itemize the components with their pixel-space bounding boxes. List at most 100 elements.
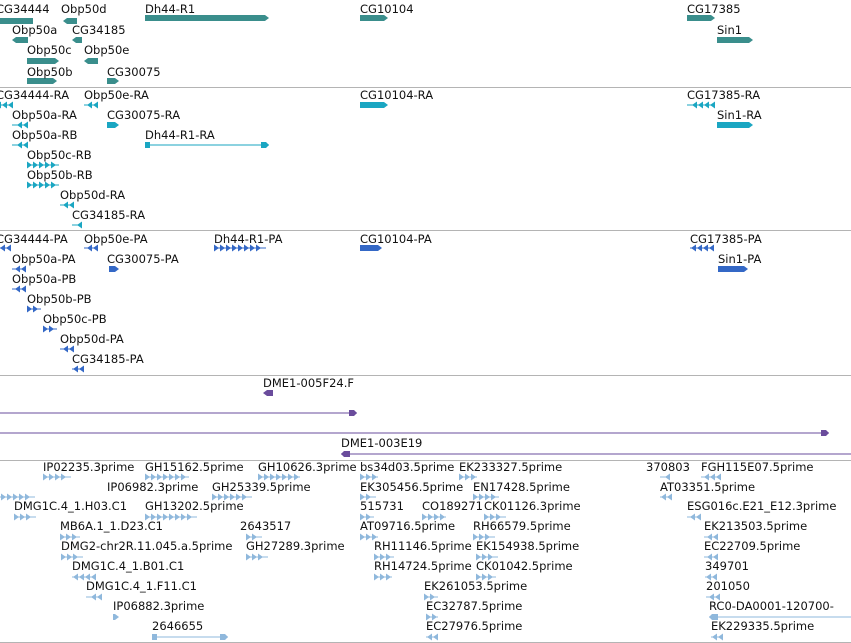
est-gh25339-glyph[interactable] [206,492,258,502]
est-rh11146-label[interactable]: RH11146.5prime [374,539,472,553]
est-ek233327-glyph[interactable] [453,472,483,482]
protein-obp50c-pb-glyph[interactable] [37,324,63,334]
gene-obp50e-glyph[interactable] [78,56,104,66]
protein-cg34185-pa-label[interactable]: CG34185-PA [72,352,144,366]
est-gh27289-glyph[interactable] [240,552,274,562]
est-ek261053-label[interactable]: EK261053.5prime [424,579,528,593]
est-gh13202-glyph[interactable] [139,512,203,522]
est-ip02235-glyph[interactable] [37,472,77,482]
est-ip06982-glyph[interactable] [0,492,41,502]
transcript-cg30075-ra-label[interactable]: CG30075-RA [107,108,181,122]
est-dmg1c4-h03-glyph[interactable] [8,512,42,522]
est-ec27976-glyph[interactable] [420,632,444,642]
est-ec32787-glyph[interactable] [420,612,444,622]
est-dmg2-chr2r-label[interactable]: DMG2-chr2R.11.045.a.5prime [61,539,233,553]
est-gh15162-glyph[interactable] [139,472,195,482]
transcript-obp50d-ra-label[interactable]: Obp50d-RA [60,188,126,202]
gene-cg34444-label[interactable]: CG34444 [0,2,50,16]
transcript-obp50b-rb-label[interactable]: Obp50b-RB [27,168,93,182]
gene-obp50c-glyph[interactable] [21,56,65,66]
transcript-obp50e-ra-glyph[interactable] [78,100,104,110]
est-ek305456-label[interactable]: EK305456.5prime [360,480,464,494]
est-2646655-glyph[interactable] [146,632,234,642]
est-gh27289-label[interactable]: GH27289.3prime [246,539,345,553]
protein-sin1-pa-label[interactable]: Sin1-PA [718,252,762,266]
gene-cg17385-label[interactable]: CG17385 [687,2,741,16]
transcript-dh44-r1-ra-label[interactable]: Dh44-R1-RA [145,128,215,142]
protein-dh44-r1-pa-glyph[interactable] [208,243,272,253]
est-rc0-da0001-label[interactable]: RC0-DA0001-120700- [709,599,834,613]
est-ek229335-label[interactable]: EK229335.5prime [711,619,815,633]
clone-unlabeled-1-glyph[interactable] [0,408,363,418]
transcript-obp50a-rb-glyph[interactable] [6,140,34,150]
est-at03351-label[interactable]: AT03351.5prime [660,480,756,494]
gene-cg10104-label[interactable]: CG10104 [360,2,414,16]
transcripts-tier[interactable]: CG34444-RA Obp50e-RA CG10104-RA CG17385-RA O… [0,87,851,230]
gene-cg34185-label[interactable]: CG34185 [72,23,126,37]
est-ck01042-glyph[interactable] [470,572,502,582]
transcript-obp50e-ra-label[interactable]: Obp50e-RA [84,88,149,102]
genes-tier[interactable]: CG34444 Obp50d Dh44-R1 CG10104 CG17385 Obp50a… [0,0,851,87]
est-bs34d03-label[interactable]: bs34d03.5prime [360,460,455,474]
gene-obp50c-label[interactable]: Obp50c [27,43,72,57]
transcript-cg10104-ra-label[interactable]: CG10104-RA [360,88,434,102]
est-dmg1c4-h03-label[interactable]: DMG1C.4_1.H03.C1 [14,499,128,513]
est-rh66579-label[interactable]: RH66579.5prime [473,519,571,533]
est-esg016c-glyph[interactable] [681,512,707,522]
transcript-cg34444-ra-label[interactable]: CG34444-RA [0,88,70,102]
est-ck01126-label[interactable]: CK01126.3prime [484,499,581,513]
protein-obp50d-pa-glyph[interactable] [54,344,80,354]
est-ip06882-label[interactable]: IP06882.3prime [113,599,205,613]
protein-obp50b-pb-label[interactable]: Obp50b-PB [27,292,92,306]
protein-cg17385-pa-label[interactable]: CG17385-PA [690,232,762,246]
est-dmg1c4-f11-glyph[interactable] [80,592,108,602]
gene-obp50b-glyph[interactable] [21,76,63,86]
est-dmg1c4-f11-label[interactable]: DMG1C.4_1.F11.C1 [86,579,197,593]
gene-sin1-label[interactable]: Sin1 [717,23,743,37]
gene-cg17385-glyph[interactable] [681,13,721,23]
protein-cg30075-pa-label[interactable]: CG30075-PA [107,252,179,266]
est-gh13202-label[interactable]: GH13202.5prime [145,499,244,513]
clone-dme1-003e19-label[interactable]: DME1-003E19 [341,436,423,450]
est-ec22709-label[interactable]: EC22709.5prime [704,539,801,553]
est-mb6a1-d23-glyph[interactable] [54,532,86,542]
gene-dh44-r1-label[interactable]: Dh44-R1 [145,2,196,16]
protein-cg10104-pa-glyph[interactable] [354,243,388,253]
est-gh10626-glyph[interactable] [252,472,306,482]
est-at09716-glyph[interactable] [354,532,384,542]
protein-obp50a-pa-glyph[interactable] [6,264,32,274]
protein-obp50a-pa-label[interactable]: Obp50a-PA [12,252,76,266]
protein-dh44-r1-pa-label[interactable]: Dh44-R1-PA [214,232,283,246]
est-rh11146-glyph[interactable] [368,552,400,562]
gene-obp50d-label[interactable]: Obp50d [61,2,107,16]
est-ek213503-label[interactable]: EK213503.5prime [704,519,808,533]
est-at03351-glyph[interactable] [654,492,678,502]
est-dmg2-chr2r-glyph[interactable] [55,552,89,562]
est-rh66579-glyph[interactable] [467,532,501,542]
protein-sin1-pa-glyph[interactable] [712,264,754,274]
gene-obp50b-label[interactable]: Obp50b [27,65,73,79]
gene-cg34185-glyph[interactable] [66,35,88,45]
protein-obp50c-pb-label[interactable]: Obp50c-PB [43,312,107,326]
est-ip06882-glyph[interactable] [107,612,125,622]
protein-obp50a-pb-glyph[interactable] [6,284,32,294]
est-fgh115e07-label[interactable]: FGH115E07.5prime [701,460,814,474]
transcript-sin1-ra-glyph[interactable] [711,120,759,130]
protein-cg10104-pa-label[interactable]: CG10104-PA [360,232,432,246]
transcript-obp50a-ra-glyph[interactable] [6,120,34,130]
clone-dme1-003e19-glyph[interactable] [335,449,851,459]
clone-dme1-005f24f-label[interactable]: DME1-005F24.F [263,376,354,390]
est-en17428-glyph[interactable] [467,492,505,502]
gene-obp50e-label[interactable]: Obp50e [84,43,130,57]
est-515731-label[interactable]: 515731 [360,499,404,513]
transcript-cg10104-ra-glyph[interactable] [354,100,394,110]
est-ec32787-label[interactable]: EC32787.5prime [426,599,523,613]
protein-cg34444-pa-glyph[interactable] [0,243,17,253]
gene-obp50a-label[interactable]: Obp50a [12,23,58,37]
protein-obp50d-pa-label[interactable]: Obp50d-PA [60,332,124,346]
est-gh10626-label[interactable]: GH10626.3prime [258,460,357,474]
est-bs34d03-glyph[interactable] [354,472,384,482]
est-370803-label[interactable]: 370803 [646,460,690,474]
est-ck01042-label[interactable]: CK01042.5prime [476,559,573,573]
